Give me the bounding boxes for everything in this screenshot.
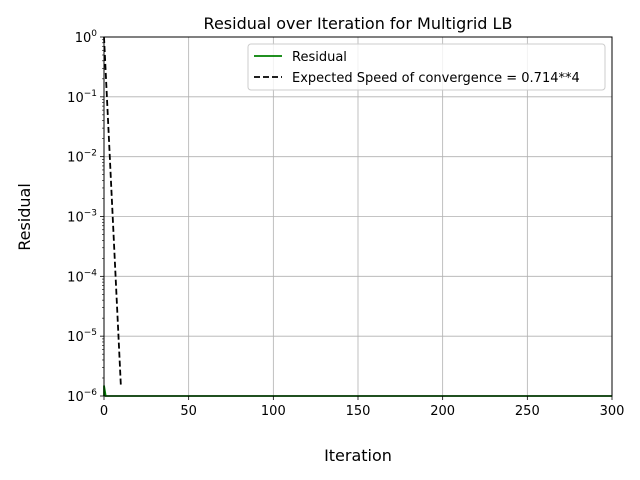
y-tick-label: 10−5 xyxy=(67,328,97,345)
legend: Residual Expected Speed of convergence =… xyxy=(247,43,606,91)
x-axis-ticks: 0 50 100 150 200 250 300 xyxy=(100,396,625,419)
x-tick-label: 50 xyxy=(180,404,197,419)
y-tick-label: 10−3 xyxy=(67,209,97,226)
y-axis-label: Residual xyxy=(15,183,34,251)
x-tick-label: 0 xyxy=(100,404,108,419)
x-tick-label: 300 xyxy=(600,404,625,419)
legend-box xyxy=(247,43,606,91)
legend-label-expected: Expected Speed of convergence = 0.714**4 xyxy=(292,71,580,86)
x-tick-label: 150 xyxy=(346,404,371,419)
chart-title: Residual over Iteration for Multigrid LB xyxy=(204,14,513,33)
x-tick-label: 250 xyxy=(515,404,540,419)
y-tick-label: 10−6 xyxy=(67,388,97,405)
x-axis-label: Iteration xyxy=(324,446,392,465)
y-tick-label: 100 xyxy=(75,29,98,46)
y-axis-ticks: 10−6 10−5 10−4 10−3 10−2 10−1 100 xyxy=(67,29,104,405)
x-tick-label: 100 xyxy=(261,404,286,419)
legend-label-residual: Residual xyxy=(292,50,347,65)
y-tick-label: 10−4 xyxy=(67,268,97,285)
x-tick-label: 200 xyxy=(430,404,455,419)
series-line-expected xyxy=(103,36,122,388)
y-tick-label: 10−2 xyxy=(67,149,97,166)
y-tick-label: 10−1 xyxy=(67,89,97,106)
